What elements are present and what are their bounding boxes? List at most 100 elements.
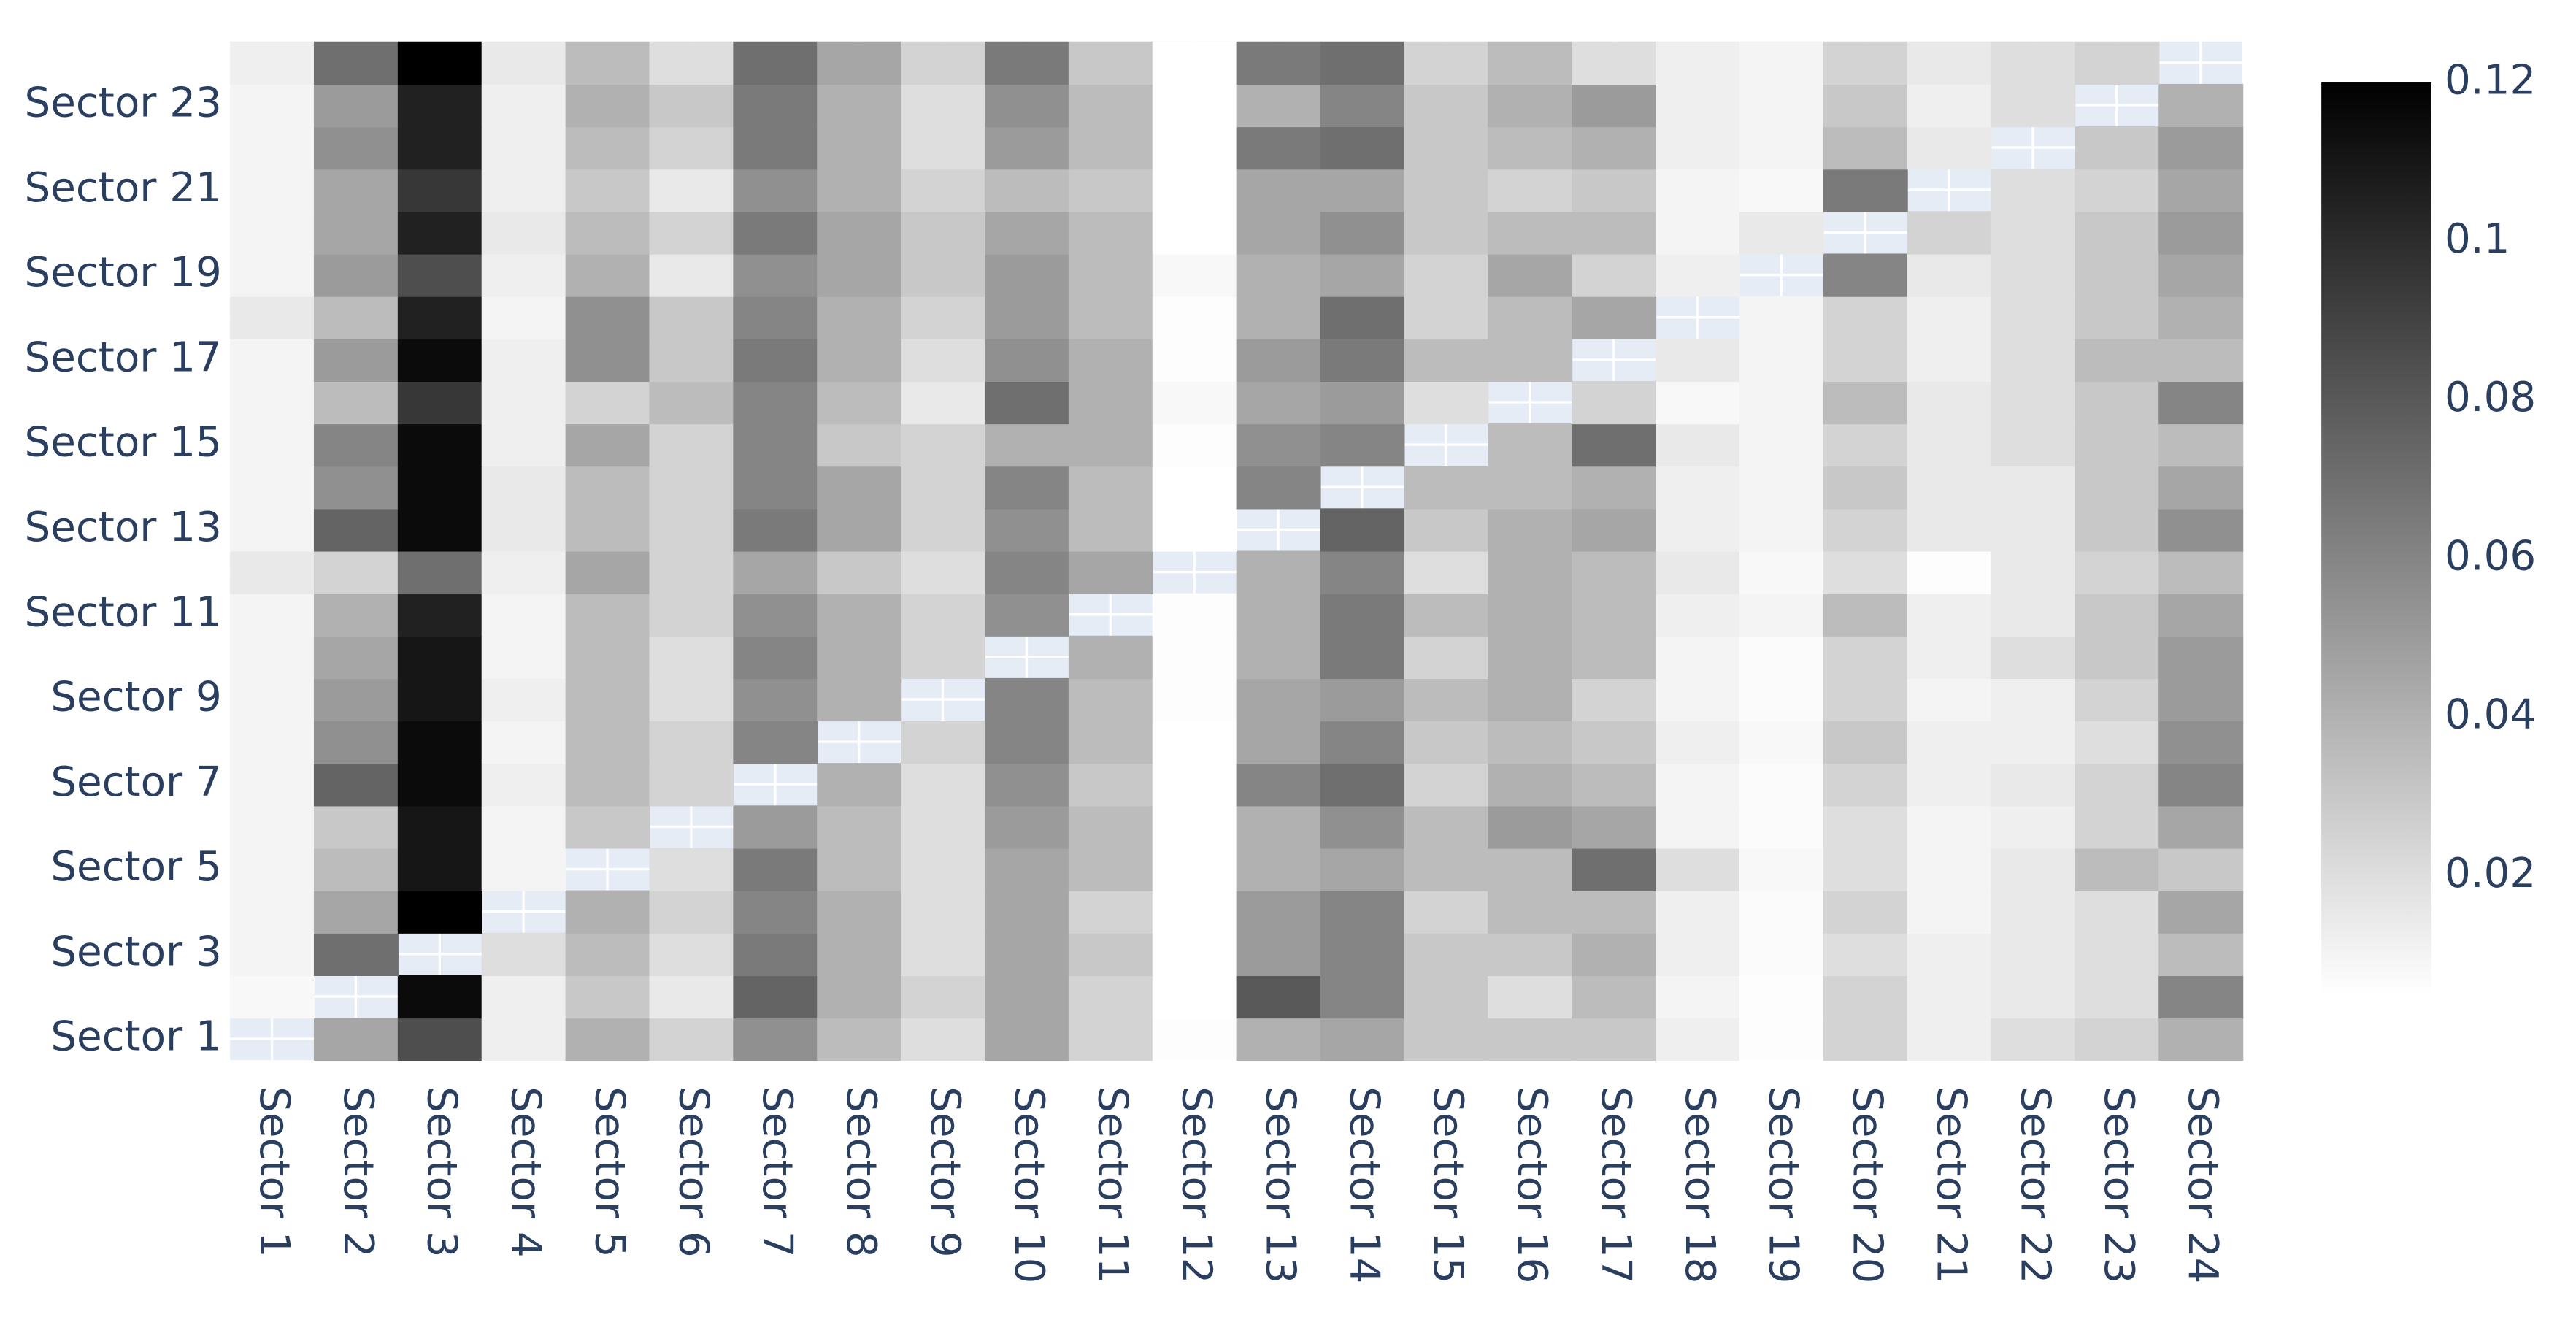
heatmap-cell bbox=[2075, 805, 2160, 849]
heatmap-cell bbox=[1488, 338, 1573, 383]
heatmap-cell bbox=[481, 423, 566, 467]
heatmap-cell bbox=[565, 126, 650, 170]
heatmap-cell bbox=[1991, 508, 2076, 552]
y-tick-label: Sector 11 bbox=[25, 588, 222, 636]
heatmap-cell bbox=[1152, 848, 1237, 891]
heatmap-cell bbox=[1404, 126, 1489, 170]
heatmap-cell bbox=[817, 41, 902, 85]
x-tick-label: Sector 12 bbox=[1173, 1086, 1220, 1283]
heatmap-cell bbox=[1655, 508, 1740, 552]
heatmap-cell bbox=[1991, 253, 2076, 297]
heatmap-cell bbox=[1068, 932, 1153, 976]
heatmap-cell bbox=[984, 805, 1069, 849]
heatmap-cell bbox=[2075, 975, 2160, 1019]
heatmap-cell bbox=[1991, 1018, 2076, 1061]
heatmap-cell bbox=[817, 253, 902, 297]
heatmap-cell bbox=[1907, 380, 1992, 425]
heatmap-cell bbox=[1320, 635, 1405, 680]
heatmap-cell bbox=[649, 677, 734, 722]
heatmap-cell bbox=[1655, 677, 1740, 722]
heatmap-cell bbox=[1488, 508, 1573, 552]
heatmap-cell bbox=[901, 83, 986, 128]
heatmap-cell bbox=[1739, 423, 1824, 467]
heatmap-cell bbox=[1152, 83, 1237, 128]
heatmap-cell bbox=[1907, 593, 1992, 637]
heatmap-cell bbox=[984, 126, 1069, 170]
heatmap-cell bbox=[1404, 211, 1489, 255]
heatmap-cell bbox=[1739, 41, 1824, 85]
heatmap-cell bbox=[1572, 508, 1657, 552]
heatmap-cell bbox=[1991, 975, 2076, 1019]
heatmap-cell bbox=[565, 380, 650, 425]
heatmap-cell bbox=[1572, 126, 1657, 170]
heatmap-cell bbox=[1991, 550, 2076, 594]
heatmap-cell bbox=[1739, 338, 1824, 383]
x-tick-label: Sector 5 bbox=[585, 1086, 633, 1258]
heatmap-cell bbox=[1907, 338, 1992, 383]
heatmap-cell bbox=[230, 296, 315, 339]
x-tick-label: Sector 13 bbox=[1256, 1086, 1304, 1283]
heatmap-cell bbox=[733, 975, 818, 1019]
heatmap-cell bbox=[230, 763, 315, 807]
heatmap-cell bbox=[2158, 466, 2244, 510]
heatmap-cell bbox=[2075, 466, 2160, 510]
colorbar-tick-label: 0.04 bbox=[2445, 691, 2536, 739]
heatmap-cell bbox=[1488, 1018, 1573, 1061]
heatmap-cell bbox=[230, 721, 315, 764]
heatmap-cell bbox=[1404, 380, 1489, 425]
heatmap-cell bbox=[1572, 550, 1657, 594]
heatmap-cell bbox=[2075, 848, 2160, 891]
heatmap-cell bbox=[1907, 677, 1992, 722]
heatmap-cell bbox=[313, 466, 399, 510]
heatmap-cell bbox=[230, 253, 315, 297]
heatmap-cell bbox=[1404, 593, 1489, 637]
heatmap-cell bbox=[1320, 763, 1405, 807]
heatmap-cell bbox=[817, 83, 902, 128]
heatmap-cell bbox=[901, 805, 986, 849]
heatmap-cell bbox=[1739, 890, 1824, 934]
heatmap-cell bbox=[984, 380, 1069, 425]
heatmap-cell bbox=[1823, 296, 1908, 339]
heatmap-cell bbox=[2158, 932, 2244, 976]
heatmap-cell bbox=[984, 466, 1069, 510]
heatmap-cell bbox=[1404, 677, 1489, 722]
heatmap-cell bbox=[1823, 380, 1908, 425]
heatmap-cell bbox=[649, 423, 734, 467]
heatmap-cell bbox=[2158, 296, 2244, 339]
heatmap-cell bbox=[1907, 932, 1992, 976]
heatmap-cell bbox=[1572, 932, 1657, 976]
heatmap-cell bbox=[397, 550, 482, 594]
heatmap-cell bbox=[1655, 126, 1740, 170]
heatmap-cell bbox=[901, 550, 986, 594]
heatmap-cell bbox=[901, 932, 986, 976]
x-tick-label: Sector 3 bbox=[418, 1086, 466, 1258]
heatmap-cell bbox=[1488, 975, 1573, 1019]
heatmap-cell bbox=[984, 932, 1069, 976]
heatmap-cell bbox=[817, 380, 902, 425]
heatmap-cell bbox=[1572, 975, 1657, 1019]
heatmap-cell bbox=[1320, 41, 1405, 85]
heatmap-cell bbox=[1320, 721, 1405, 764]
heatmap-cell bbox=[1739, 635, 1824, 680]
heatmap-cell bbox=[565, 932, 650, 976]
heatmap-cell bbox=[1152, 466, 1237, 510]
heatmap-cell bbox=[1488, 466, 1573, 510]
heatmap-cell bbox=[2075, 635, 2160, 680]
heatmap-cell bbox=[1572, 253, 1657, 297]
heatmap-cell bbox=[397, 211, 482, 255]
heatmap-cell bbox=[313, 126, 399, 170]
heatmap-cell bbox=[1739, 593, 1824, 637]
heatmap-cell bbox=[1488, 593, 1573, 637]
heatmap-cell bbox=[2075, 932, 2160, 976]
x-tick-label: Sector 22 bbox=[2011, 1086, 2058, 1283]
heatmap-cell bbox=[984, 423, 1069, 467]
heatmap-cell bbox=[1907, 211, 1992, 255]
heatmap-cell bbox=[649, 932, 734, 976]
heatmap-cell bbox=[1655, 423, 1740, 467]
heatmap-cell bbox=[565, 550, 650, 594]
heatmap-cell bbox=[901, 380, 986, 425]
heatmap-cell bbox=[901, 41, 986, 85]
heatmap-cell bbox=[1655, 338, 1740, 383]
heatmap-cell bbox=[1068, 890, 1153, 934]
heatmap-cell bbox=[733, 550, 818, 594]
